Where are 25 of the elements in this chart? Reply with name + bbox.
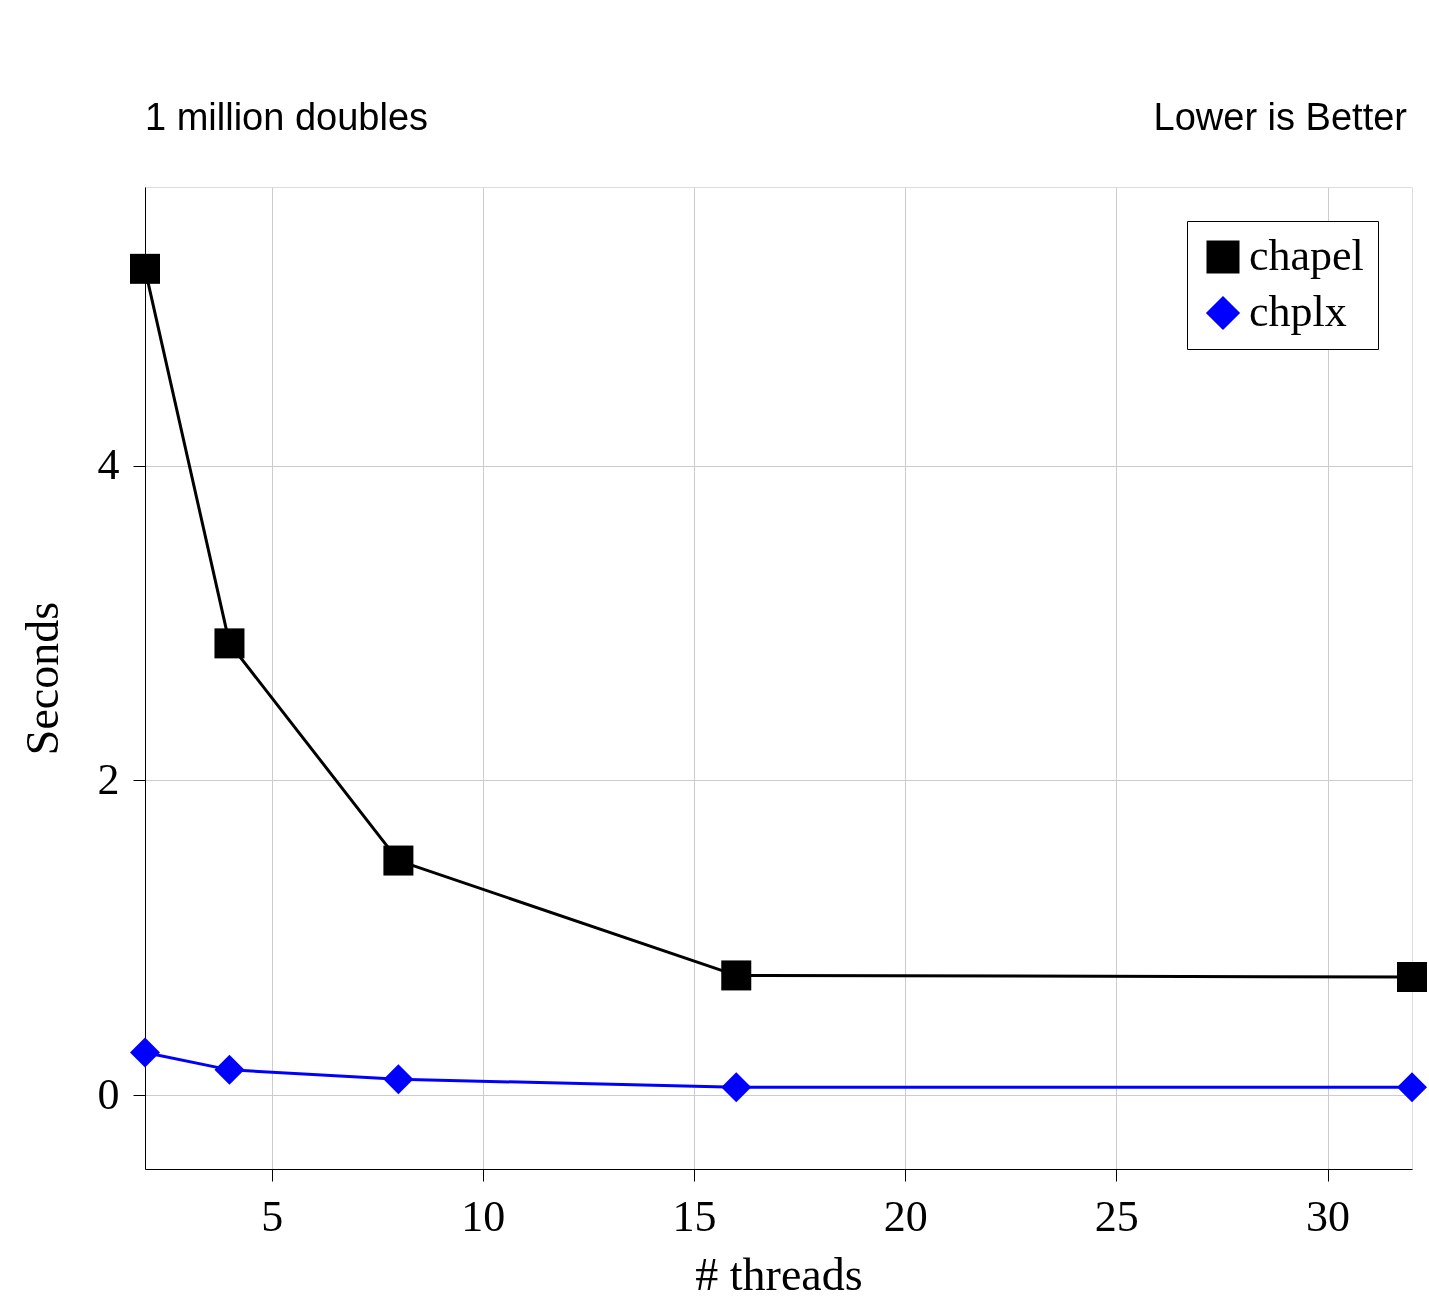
x-tick-label: 5 (261, 1191, 284, 1241)
y-tick-label: 4 (97, 440, 120, 490)
x-tick-label: 10 (461, 1191, 506, 1241)
point (214, 1054, 245, 1085)
x-tick-label: 15 (672, 1191, 717, 1241)
point (214, 628, 245, 659)
x-axis-title: # threads (695, 1248, 863, 1300)
legend-label: chapel (1249, 231, 1364, 280)
x-tick-label: 30 (1306, 1191, 1351, 1241)
point (383, 845, 414, 876)
point (383, 1064, 414, 1095)
point (1397, 1072, 1427, 1103)
legend-label: chplx (1249, 287, 1347, 336)
chart-title: 1 million doubles (145, 96, 429, 138)
text: Lower is Better (1153, 96, 1408, 138)
y-axis-title: Seconds (16, 601, 68, 756)
point (721, 1072, 752, 1103)
x-tick-label: 20 (883, 1191, 928, 1241)
point (721, 960, 752, 991)
point (130, 253, 160, 284)
y-tick-label: 0 (97, 1069, 120, 1119)
x-tick-label: 25 (1094, 1191, 1139, 1241)
point (130, 1037, 160, 1068)
y-tick-label: 2 (97, 754, 120, 804)
point (1397, 962, 1427, 993)
